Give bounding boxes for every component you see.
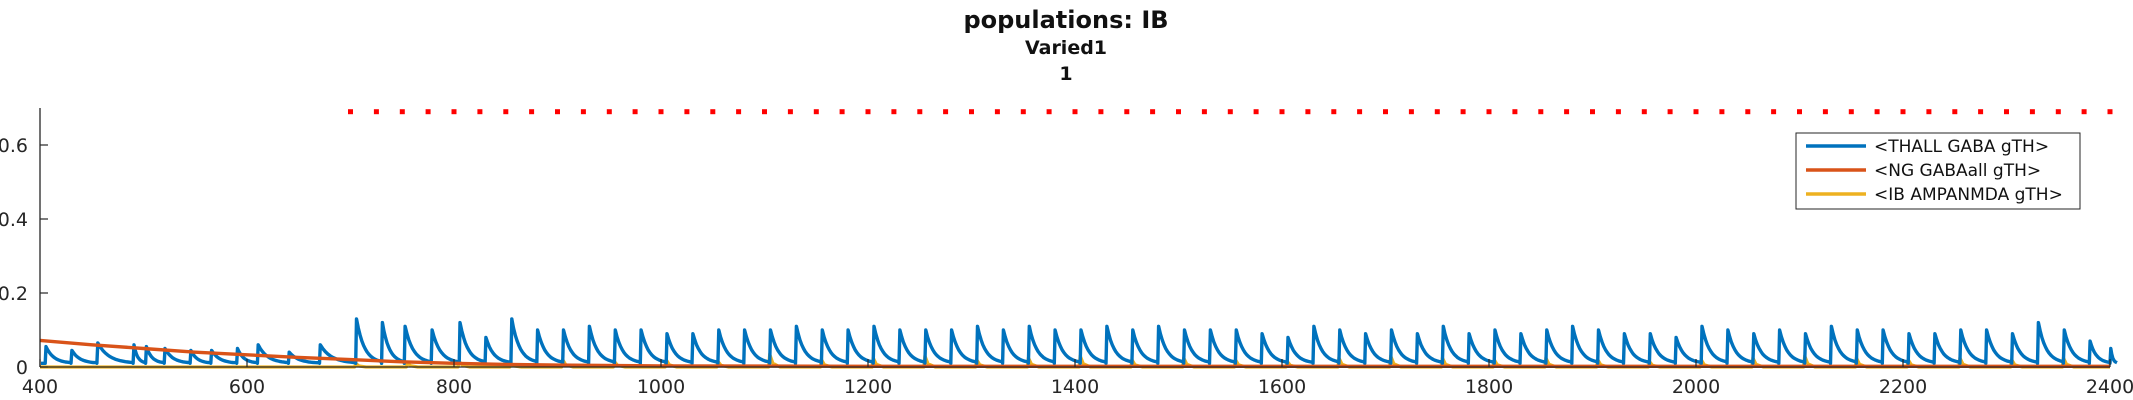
marker-dot [1331,109,1337,115]
marker-dot [2004,109,2009,115]
marker-dot [1046,109,1052,115]
marker-dot [1201,109,1207,115]
marker-dot [399,109,405,115]
marker-dot [1020,109,1026,115]
marker-dot [762,109,767,115]
marker-dot [451,109,457,115]
y-tick-label: 0.2 [0,283,28,305]
marker-dot [994,109,1000,115]
marker-dot [1771,109,1777,115]
marker-dot [684,109,690,115]
x-tick-label: 1600 [1258,376,1306,398]
legend-label: <IB AMPANMDA gTH> [1874,185,2063,205]
legend-label: <NG GABAall gTH> [1874,161,2041,181]
marker-dot [1150,109,1156,115]
marker-dot [839,109,845,115]
marker-dot [425,109,431,115]
y-tick-label: 0.6 [0,135,28,157]
marker-dot [1590,109,1595,115]
marker-dot [529,109,535,115]
marker-dot [943,109,949,115]
marker-dot [1667,109,1673,115]
marker-dot [1512,109,1518,115]
marker-dot [1357,109,1363,115]
y-tick-label: 0 [16,357,28,379]
marker-dot [348,109,353,115]
marker-dot [917,109,923,115]
marker-dot [1124,109,1130,115]
marker-dot [736,109,742,115]
marker-dot [632,109,638,115]
marker-dot [1098,109,1104,115]
marker-dot [555,109,560,115]
marker-dot [1641,109,1647,115]
x-tick-label: 800 [436,376,472,398]
marker-dot [580,109,586,115]
marker-dot [477,109,483,115]
marker-dot [373,109,379,115]
x-tick-label: 1000 [637,376,685,398]
marker-dot [1305,109,1311,115]
chart-title: populations: IB [963,6,1168,34]
y-tick-label: 0.4 [0,209,28,231]
marker-dot [2029,109,2035,115]
marker-dot [1822,109,1828,115]
x-tick-label: 1400 [1051,376,1099,398]
y-ticks: 0 0.2 0.4 0.6 [0,135,48,379]
marker-dot [1978,109,1984,115]
marker-dot [1693,109,1699,115]
marker-dot [1874,109,1880,115]
marker-dot [1538,109,1544,115]
marker-dot [1383,109,1388,115]
marker-dot [1745,109,1751,115]
marker-dot [969,109,974,115]
marker-dot [1926,109,1932,115]
marker-dot [891,109,897,115]
chart-subtitle-2: 1 [1059,63,1072,85]
marker-dot [1176,109,1181,115]
marker-dot [1279,109,1285,115]
marker-dot [1564,109,1570,115]
marker-dot [1434,109,1440,115]
x-tick-label: 2000 [1672,376,1720,398]
marker-dot [1253,109,1259,115]
marker-dot [1460,109,1466,115]
marker-dot [865,109,871,115]
marker-dot [1227,109,1233,115]
x-tick-label: 600 [229,376,265,398]
legend: <THALL GABA gTH> <NG GABAall gTH> <IB AMPA… [1795,132,2081,210]
chart-subtitle: Varied1 [1025,37,1107,59]
x-ticks: 400 600 800 1000 1200 1400 1600 1800 2000 2200 240… [22,359,2133,398]
marker-dot [1408,109,1414,115]
marker-dot [1952,109,1958,115]
legend-entries: <THALL GABA gTH> <NG GABAall gTH> <IB AMPA… [1806,137,2063,205]
marker-dot [1486,109,1492,115]
marker-dot [1797,109,1802,115]
marker-layer [348,109,2113,115]
marker-dot [1848,109,1854,115]
marker-dot [787,109,793,115]
series-thall-gaba-line [41,317,2119,365]
marker-dot [1900,109,1906,115]
marker-dot [2081,109,2087,115]
marker-dot [606,109,612,115]
marker-dot [2055,109,2061,115]
marker-dot [1719,109,1725,115]
x-tick-label: 1800 [1465,376,1513,398]
series-layer [39,317,2119,369]
x-tick-label: 400 [22,376,58,398]
marker-dot [658,109,664,115]
x-tick-label: 2200 [1879,376,1927,398]
legend-label: <THALL GABA gTH> [1874,137,2049,157]
x-tick-label: 2400 [2086,376,2133,398]
marker-dot [1615,109,1621,115]
marker-dot [2107,109,2113,115]
marker-dot [503,109,509,115]
axes: 400 600 800 1000 1200 1400 1600 1800 2000 2200 240… [0,108,2133,398]
marker-dot [710,109,716,115]
x-tick-label: 1200 [844,376,892,398]
marker-dot [813,109,819,115]
marker-dot [1072,109,1078,115]
